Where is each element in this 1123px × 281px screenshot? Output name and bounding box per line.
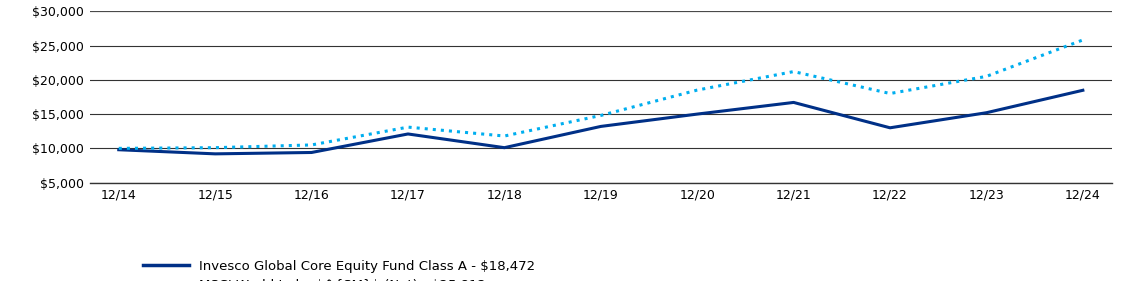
Legend: Invesco Global Core Equity Fund Class A - $18,472, MSCI World Index$^{SM}$ (Net): Invesco Global Core Equity Fund Class A … — [137, 254, 541, 281]
